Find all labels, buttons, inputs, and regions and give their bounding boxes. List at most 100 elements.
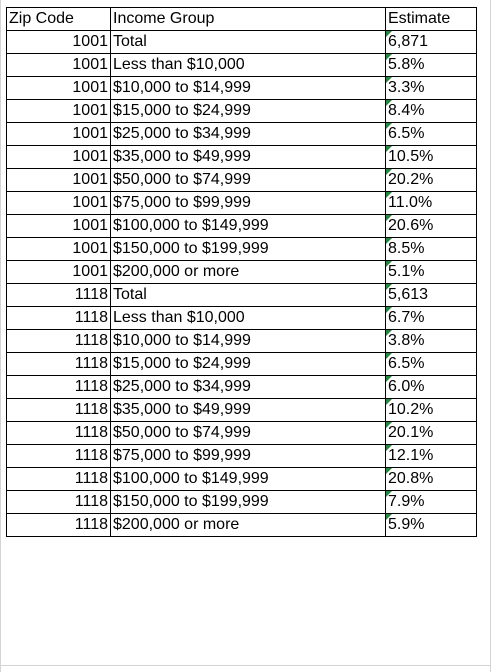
error-indicator-icon — [386, 100, 392, 106]
table-row: 1118 Less than $10,000 6.7% — [6, 306, 477, 330]
table-row: 1118 $100,000 to $149,999 20.8% — [6, 467, 477, 491]
error-indicator-icon — [386, 31, 392, 37]
table-row: 1001 $100,000 to $149,999 20.6% — [6, 214, 477, 238]
cell-estimate[interactable]: 6.0% — [385, 375, 477, 399]
cell-zip-code[interactable]: 1001 — [6, 53, 111, 77]
cell-estimate[interactable]: 5,613 — [385, 283, 477, 307]
estimate-value: 20.1% — [388, 424, 434, 441]
estimate-value: 6,871 — [388, 33, 429, 50]
cell-zip-code[interactable]: 1118 — [6, 421, 111, 445]
error-indicator-icon — [386, 422, 392, 428]
error-indicator-icon — [386, 77, 392, 83]
estimate-value: 20.8% — [388, 470, 434, 487]
cell-zip-code[interactable]: 1118 — [6, 329, 111, 353]
error-indicator-icon — [386, 169, 392, 175]
cell-income-group[interactable]: $200,000 or more — [110, 260, 386, 284]
cell-zip-code[interactable]: 1001 — [6, 168, 111, 192]
cell-income-group[interactable]: $200,000 or more — [110, 513, 386, 537]
estimate-value: 10.2% — [388, 401, 434, 418]
header-income-group[interactable]: Income Group — [110, 7, 386, 31]
cell-estimate[interactable]: 20.2% — [385, 168, 477, 192]
cell-zip-code[interactable]: 1001 — [6, 99, 111, 123]
error-indicator-icon — [386, 238, 392, 244]
cell-estimate[interactable]: 20.8% — [385, 467, 477, 491]
error-indicator-icon — [386, 468, 392, 474]
cell-income-group[interactable]: $50,000 to $74,999 — [110, 421, 386, 445]
cell-income-group[interactable]: Less than $10,000 — [110, 306, 386, 330]
estimate-value: 5.1% — [388, 263, 425, 280]
cell-zip-code[interactable]: 1118 — [6, 398, 111, 422]
cell-zip-code[interactable]: 1118 — [6, 375, 111, 399]
table-row: 1001 $75,000 to $99,999 11.0% — [6, 191, 477, 215]
cell-estimate[interactable]: 8.4% — [385, 99, 477, 123]
cell-estimate[interactable]: 7.9% — [385, 490, 477, 514]
cell-estimate[interactable]: 6.5% — [385, 122, 477, 146]
cell-estimate[interactable]: 10.5% — [385, 145, 477, 169]
cell-estimate[interactable]: 5.9% — [385, 513, 477, 537]
cell-estimate[interactable]: 20.6% — [385, 214, 477, 238]
estimate-value: 8.5% — [388, 240, 425, 257]
table-row: 1118 $35,000 to $49,999 10.2% — [6, 398, 477, 422]
estimate-value: 6.0% — [388, 378, 425, 395]
estimate-value: 10.5% — [388, 148, 434, 165]
cell-zip-code[interactable]: 1118 — [6, 352, 111, 376]
cell-zip-code[interactable]: 1118 — [6, 283, 111, 307]
cell-zip-code[interactable]: 1001 — [6, 191, 111, 215]
table-row: 1001 $35,000 to $49,999 10.5% — [6, 145, 477, 169]
cell-estimate[interactable]: 3.3% — [385, 76, 477, 100]
table-row: 1118 $15,000 to $24,999 6.5% — [6, 352, 477, 376]
cell-zip-code[interactable]: 1001 — [6, 30, 111, 54]
cell-income-group[interactable]: $50,000 to $74,999 — [110, 168, 386, 192]
cell-income-group[interactable]: $75,000 to $99,999 — [110, 444, 386, 468]
cell-income-group[interactable]: $100,000 to $149,999 — [110, 214, 386, 238]
cell-income-group[interactable]: $35,000 to $49,999 — [110, 398, 386, 422]
cell-income-group[interactable]: $150,000 to $199,999 — [110, 237, 386, 261]
error-indicator-icon — [386, 284, 392, 290]
gridline — [0, 665, 491, 666]
cell-estimate[interactable]: 6.5% — [385, 352, 477, 376]
cell-zip-code[interactable]: 1001 — [6, 76, 111, 100]
cell-zip-code[interactable]: 1118 — [6, 306, 111, 330]
cell-income-group[interactable]: $10,000 to $14,999 — [110, 76, 386, 100]
cell-income-group[interactable]: $15,000 to $24,999 — [110, 99, 386, 123]
header-estimate[interactable]: Estimate — [385, 7, 477, 31]
cell-income-group[interactable]: $75,000 to $99,999 — [110, 191, 386, 215]
cell-income-group[interactable]: $25,000 to $34,999 — [110, 122, 386, 146]
cell-estimate[interactable]: 12.1% — [385, 444, 477, 468]
cell-estimate[interactable]: 3.8% — [385, 329, 477, 353]
cell-zip-code[interactable]: 1118 — [6, 513, 111, 537]
cell-zip-code[interactable]: 1118 — [6, 490, 111, 514]
cell-income-group[interactable]: Less than $10,000 — [110, 53, 386, 77]
cell-zip-code[interactable]: 1118 — [6, 444, 111, 468]
cell-income-group[interactable]: Total — [110, 30, 386, 54]
cell-income-group[interactable]: Total — [110, 283, 386, 307]
cell-estimate[interactable]: 10.2% — [385, 398, 477, 422]
cell-estimate[interactable]: 5.1% — [385, 260, 477, 284]
cell-estimate[interactable]: 5.8% — [385, 53, 477, 77]
cell-zip-code[interactable]: 1118 — [6, 467, 111, 491]
error-indicator-icon — [386, 215, 392, 221]
cell-estimate[interactable]: 6.7% — [385, 306, 477, 330]
error-indicator-icon — [386, 146, 392, 152]
error-indicator-icon — [386, 399, 392, 405]
cell-zip-code[interactable]: 1001 — [6, 260, 111, 284]
cell-zip-code[interactable]: 1001 — [6, 145, 111, 169]
cell-income-group[interactable]: $35,000 to $49,999 — [110, 145, 386, 169]
cell-estimate[interactable]: 11.0% — [385, 191, 477, 215]
header-zip-code[interactable]: Zip Code — [6, 7, 111, 31]
cell-estimate[interactable]: 8.5% — [385, 237, 477, 261]
cell-zip-code[interactable]: 1001 — [6, 214, 111, 238]
cell-income-group[interactable]: $150,000 to $199,999 — [110, 490, 386, 514]
table-row: 1001 $25,000 to $34,999 6.5% — [6, 122, 477, 146]
cell-zip-code[interactable]: 1001 — [6, 122, 111, 146]
cell-income-group[interactable]: $100,000 to $149,999 — [110, 467, 386, 491]
cell-income-group[interactable]: $25,000 to $34,999 — [110, 375, 386, 399]
cell-income-group[interactable]: $15,000 to $24,999 — [110, 352, 386, 376]
cell-estimate[interactable]: 6,871 — [385, 30, 477, 54]
table-row: 1118 $75,000 to $99,999 12.1% — [6, 444, 477, 468]
cell-zip-code[interactable]: 1001 — [6, 237, 111, 261]
error-indicator-icon — [386, 353, 392, 359]
estimate-value: 3.8% — [388, 332, 425, 349]
cell-income-group[interactable]: $10,000 to $14,999 — [110, 329, 386, 353]
cell-estimate[interactable]: 20.1% — [385, 421, 477, 445]
